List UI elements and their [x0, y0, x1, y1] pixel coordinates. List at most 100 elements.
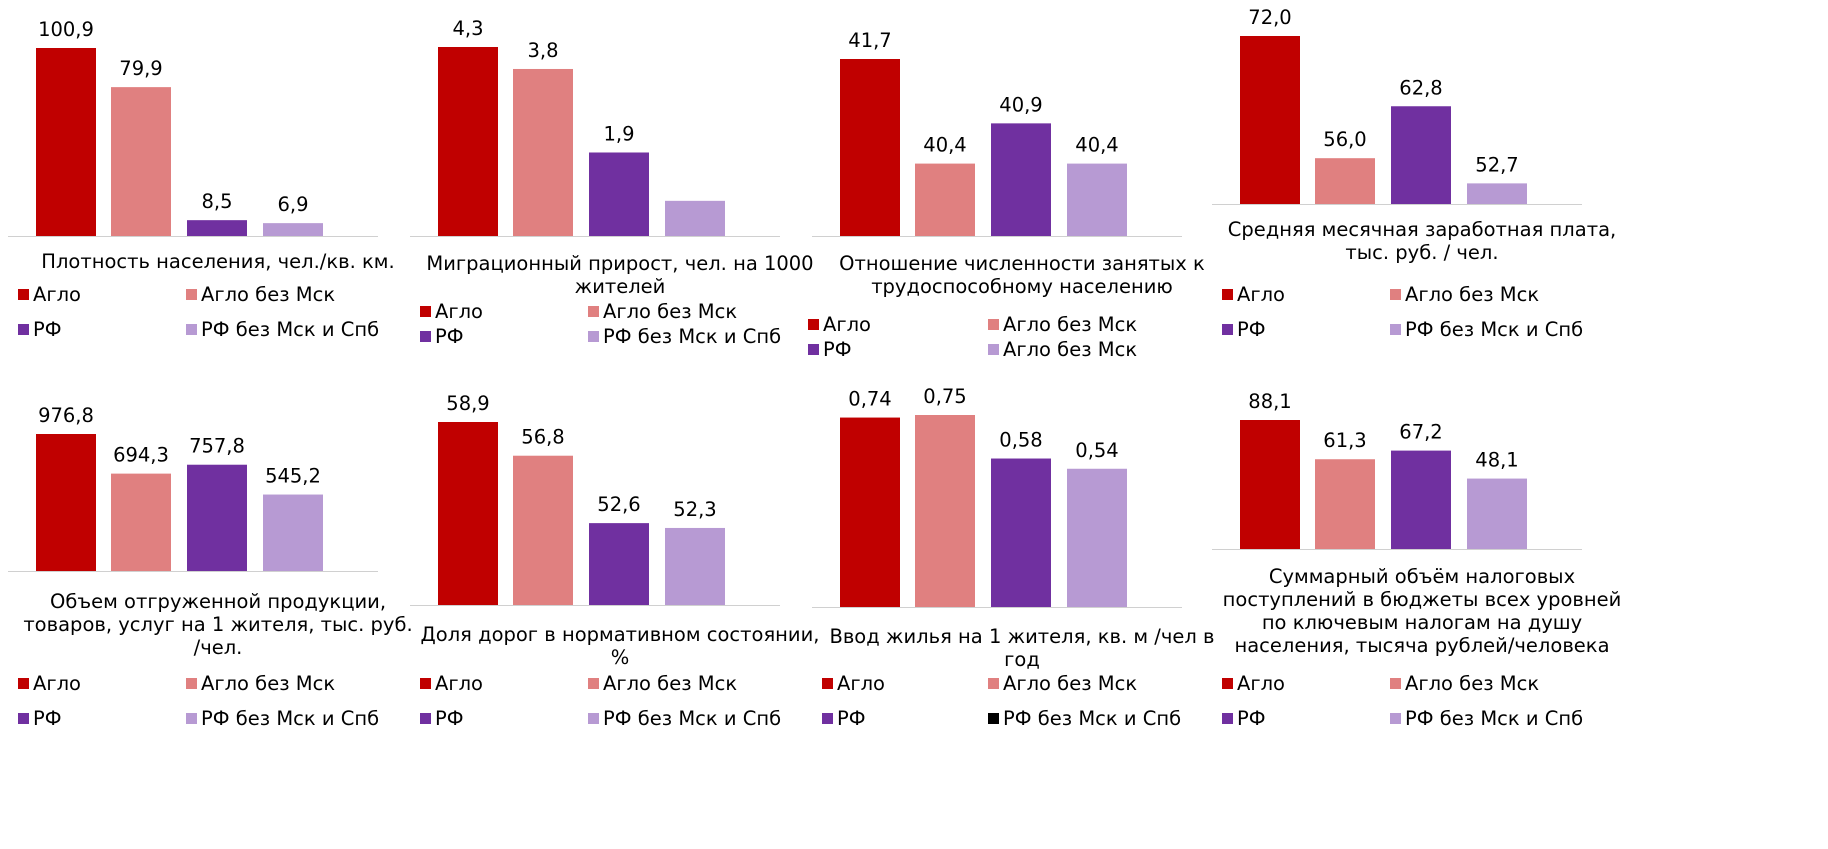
legend-swatch [186, 324, 197, 335]
bar-aglo-no-msk [111, 87, 171, 237]
bar-rf-no-msk-spb [665, 200, 725, 236]
chart-canvas: 41,7 40,4 40,9 40,4 [812, 29, 1182, 237]
data-label: 3,8 [527, 39, 558, 62]
bar-rf [991, 123, 1051, 236]
bar-rf [1391, 450, 1451, 549]
legend-swatch [1222, 678, 1233, 689]
legend-swatch [588, 331, 599, 342]
data-label: 58,9 [446, 392, 489, 415]
legend-swatch [1222, 713, 1233, 724]
data-label: 52,3 [673, 498, 716, 521]
legend-swatch [988, 713, 999, 724]
legend-swatch [1222, 324, 1233, 335]
bar-aglo [1240, 36, 1300, 204]
data-label: 4,3 [452, 17, 483, 40]
bar-aglo-no-msk [513, 68, 573, 236]
bar-rf-no-msk-spb [1467, 183, 1527, 204]
legend-item-aglo-no-msk: Агло без Мск [186, 284, 335, 306]
data-label: 48,1 [1475, 449, 1518, 472]
data-label: 8,5 [201, 190, 232, 213]
bar-rf [187, 464, 247, 571]
legend-swatch [420, 713, 431, 724]
chart-roads-share: 58,9 56,8 52,6 52,3 Доля дорог в нормативно… [410, 385, 850, 809]
legend-item-rf: РФ [808, 339, 852, 361]
chart-canvas: 72,0 56,0 62,8 52,7 [1212, 6, 1582, 205]
data-label: 694,3 [113, 444, 169, 467]
legend-item-aglo-no-msk: Агло без Мск [588, 673, 737, 695]
chart-title: Миграционный прирост, чел. на 1000 жител… [426, 252, 814, 298]
legend-swatch [988, 319, 999, 330]
legend-item-aglo: Агло [18, 673, 81, 695]
bar-rf-no-msk-spb [263, 223, 323, 236]
bar-aglo-no-msk [915, 415, 975, 607]
legend-swatch [588, 713, 599, 724]
bar-rf-no-msk-spb [1067, 468, 1127, 607]
data-label: 1,9 [603, 122, 634, 145]
legend-swatch [1390, 713, 1401, 724]
legend-item-aglo-no-msk: Агло без Мск [588, 301, 737, 323]
legend-swatch [588, 678, 599, 689]
legend-swatch [420, 306, 431, 317]
bar-rf [187, 220, 247, 236]
legend-item-rf-no-msk-spb: РФ без Мск и Спб [186, 319, 379, 341]
legend-item-rf: РФ [1222, 708, 1266, 730]
chart-title: Объем отгруженной продукции, товаров, ус… [23, 590, 413, 659]
legend-swatch [420, 331, 431, 342]
legend-item-aglo: Агло [1222, 673, 1285, 695]
chart-population-density: 100,9 79,9 8,5 6,9 Плотность населения, чел… [8, 0, 448, 424]
data-label: 41,7 [848, 29, 891, 52]
bar-aglo-no-msk [915, 163, 975, 236]
bar-aglo-no-msk [513, 455, 573, 605]
data-label: 61,3 [1323, 429, 1366, 452]
data-label: 52,6 [597, 493, 640, 516]
bar-aglo-no-msk [1315, 158, 1375, 204]
data-label: 62,8 [1399, 76, 1442, 99]
chart-canvas: 100,9 79,9 8,5 6,9 [8, 18, 378, 237]
legend-item-rf: РФ [420, 326, 464, 348]
bar-aglo [36, 48, 96, 236]
legend-item-aglo-no-msk: Агло без Мск [1390, 284, 1539, 306]
data-label: 40,4 [1075, 134, 1118, 157]
bar-aglo [840, 59, 900, 236]
bar-aglo [36, 434, 96, 571]
chart-canvas: 88,1 61,3 67,2 48,1 [1212, 390, 1582, 550]
legend-item-rf: РФ [18, 319, 62, 341]
legend-item-aglo: Агло [1222, 284, 1285, 306]
bar-rf-no-msk-spb [1067, 163, 1127, 236]
chart-title: Суммарный объём налоговых поступлений в … [1222, 565, 1622, 657]
legend-swatch [18, 289, 29, 300]
legend-item-aglo-no-msk: Агло без Мск [988, 673, 1137, 695]
legend-item-rf: РФ [822, 708, 866, 730]
data-label: 56,8 [521, 426, 564, 449]
bar-rf-no-msk-spb [263, 494, 323, 571]
bar-rf [1391, 106, 1451, 204]
bar-rf [991, 458, 1051, 607]
legend-item-aglo: Агло [420, 673, 483, 695]
data-label: 79,9 [119, 57, 162, 80]
data-label: 56,0 [1323, 128, 1366, 151]
bar-aglo-no-msk [111, 473, 171, 571]
bar-rf-no-msk-spb [665, 527, 725, 605]
legend-item-aglo: Агло [808, 314, 871, 336]
data-label: 0,58 [999, 429, 1042, 452]
bar-aglo [840, 417, 900, 607]
legend-swatch [1390, 678, 1401, 689]
chart-migration-growth: 4,3 3,8 1,9 Миграционный прирост, чел. на … [410, 0, 850, 424]
data-label: 40,4 [923, 134, 966, 157]
chart-canvas: 976,8 694,3 757,8 545,2 [8, 404, 378, 572]
legend-item-aglo: Агло [18, 284, 81, 306]
legend-item-rf: РФ [18, 708, 62, 730]
legend-item-rf-no-msk-spb: Агло без Мск [988, 339, 1137, 361]
data-label: 0,54 [1075, 439, 1118, 462]
chart-canvas: 4,3 3,8 1,9 [410, 17, 780, 237]
legend-swatch [18, 713, 29, 724]
legend-item-rf-no-msk-spb: РФ без Мск и Спб [988, 708, 1181, 730]
data-label: 52,7 [1475, 153, 1518, 176]
legend-item-rf-no-msk-spb: РФ без Мск и Спб [1390, 708, 1583, 730]
data-label: 757,8 [189, 435, 245, 458]
data-label: 976,8 [38, 404, 94, 427]
data-label: 545,2 [265, 465, 321, 488]
legend-swatch [18, 324, 29, 335]
legend-item-rf-no-msk-spb: РФ без Мск и Спб [588, 708, 781, 730]
data-label: 6,9 [277, 193, 308, 216]
